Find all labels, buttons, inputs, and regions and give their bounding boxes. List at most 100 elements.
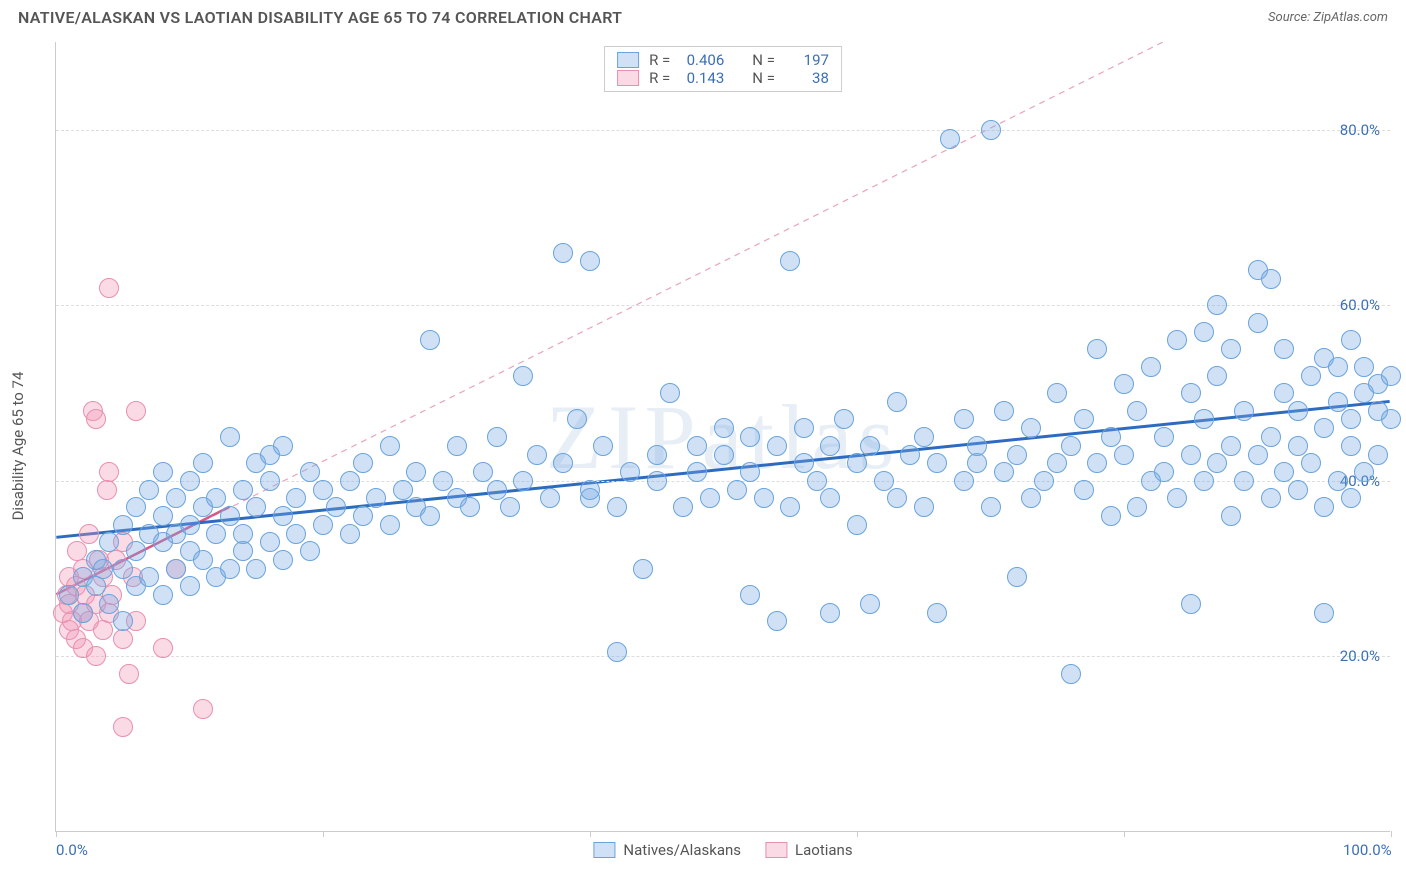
data-point — [273, 436, 293, 456]
data-point — [1034, 471, 1054, 491]
data-point — [1301, 366, 1321, 386]
data-point — [1114, 374, 1134, 394]
legend-row-1: R = 0.406 N = 197 — [617, 51, 829, 69]
data-point — [900, 445, 920, 465]
legend-r-label-2: R = — [649, 69, 670, 87]
data-point — [847, 515, 867, 535]
data-point — [954, 409, 974, 429]
legend-label-laotians: Laotians — [795, 841, 853, 859]
data-point — [93, 559, 113, 579]
data-point — [193, 550, 213, 570]
data-point — [1288, 436, 1308, 456]
data-point — [447, 436, 467, 456]
legend-item-laotians: Laotians — [765, 841, 853, 859]
y-tick-label: 20.0% — [1340, 647, 1380, 665]
data-point — [99, 462, 119, 482]
data-point — [406, 462, 426, 482]
data-point — [1274, 383, 1294, 403]
x-tick — [1391, 831, 1392, 837]
data-point — [1007, 567, 1027, 587]
data-point — [139, 567, 159, 587]
data-point — [99, 594, 119, 614]
y-tick-label: 60.0% — [1340, 296, 1380, 314]
data-point — [820, 488, 840, 508]
data-point — [180, 471, 200, 491]
data-point — [286, 488, 306, 508]
data-point — [500, 497, 520, 517]
x-tick — [1124, 831, 1125, 837]
data-point — [1167, 330, 1187, 350]
data-point — [1381, 366, 1401, 386]
data-point — [113, 717, 133, 737]
data-point — [1248, 445, 1268, 465]
data-point — [714, 418, 734, 438]
data-point — [113, 629, 133, 649]
data-point — [994, 401, 1014, 421]
legend-swatch-natives-icon — [593, 842, 615, 858]
data-point — [1074, 480, 1094, 500]
data-point — [153, 585, 173, 605]
x-tick — [857, 831, 858, 837]
data-point — [1021, 418, 1041, 438]
data-point — [1341, 436, 1361, 456]
data-point — [607, 642, 627, 662]
data-point — [1181, 594, 1201, 614]
data-point — [286, 524, 306, 544]
data-point — [1341, 409, 1361, 429]
data-point — [1181, 383, 1201, 403]
data-point — [914, 497, 934, 517]
data-point — [767, 436, 787, 456]
data-point — [740, 427, 760, 447]
data-point — [1234, 471, 1254, 491]
legend-swatch-laotians-icon — [765, 842, 787, 858]
data-point — [1141, 357, 1161, 377]
data-point — [246, 497, 266, 517]
data-point — [393, 480, 413, 500]
data-point — [86, 576, 106, 596]
data-point — [647, 445, 667, 465]
legend-n-value-2: 38 — [785, 69, 829, 87]
data-point — [99, 532, 119, 552]
legend-n-label-2: N = — [752, 69, 775, 87]
data-point — [927, 603, 947, 623]
data-point — [673, 497, 693, 517]
data-point — [927, 453, 947, 473]
data-point — [754, 488, 774, 508]
legend-correlation: R = 0.406 N = 197 R = 0.143 N = 38 — [604, 46, 842, 92]
data-point — [553, 243, 573, 263]
data-point — [79, 524, 99, 544]
x-tick — [590, 831, 591, 837]
data-point — [206, 488, 226, 508]
data-point — [1194, 322, 1214, 342]
data-point — [1061, 664, 1081, 684]
data-point — [874, 471, 894, 491]
data-point — [473, 462, 493, 482]
data-point — [300, 541, 320, 561]
data-point — [967, 436, 987, 456]
data-point — [1074, 409, 1094, 429]
legend-swatch-natives — [617, 52, 639, 68]
data-point — [847, 453, 867, 473]
data-point — [1314, 497, 1334, 517]
data-point — [620, 462, 640, 482]
data-point — [593, 436, 613, 456]
data-point — [1154, 427, 1174, 447]
data-point — [1127, 497, 1147, 517]
data-point — [313, 480, 333, 500]
data-point — [687, 436, 707, 456]
data-point — [139, 480, 159, 500]
data-point — [353, 506, 373, 526]
data-point — [220, 559, 240, 579]
data-point — [233, 541, 253, 561]
data-point — [119, 664, 139, 684]
data-point — [313, 515, 333, 535]
data-point — [820, 603, 840, 623]
data-point — [687, 462, 707, 482]
data-point — [487, 480, 507, 500]
data-point — [233, 480, 253, 500]
data-point — [1061, 436, 1081, 456]
data-point — [1274, 339, 1294, 359]
y-tick-label: 80.0% — [1340, 121, 1380, 139]
data-point — [580, 480, 600, 500]
data-point — [433, 471, 453, 491]
